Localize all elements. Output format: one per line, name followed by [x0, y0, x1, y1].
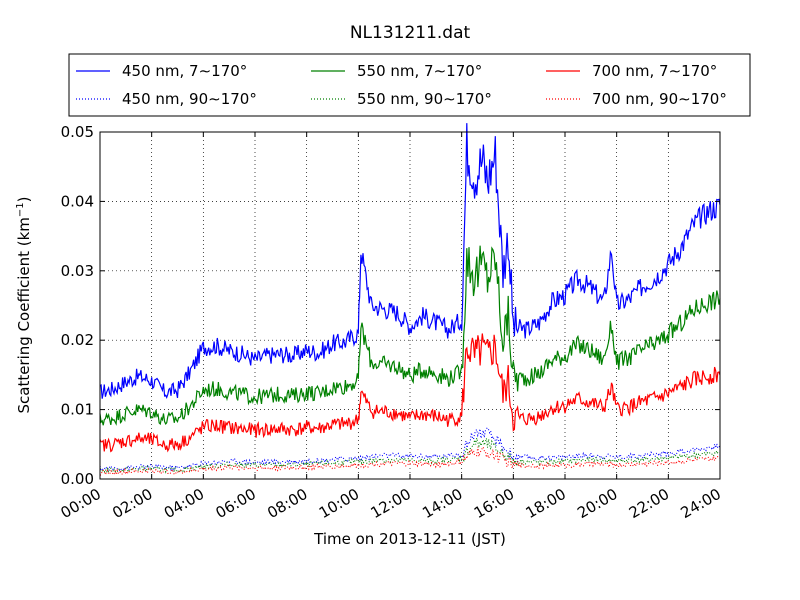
series-line-5: [99, 445, 721, 477]
x-tick-label-0: 00:00: [58, 485, 104, 522]
series-line-1: [99, 245, 721, 426]
legend-label-3: 450 nm, 90∼170°: [122, 90, 257, 108]
x-tick-label-11: 22:00: [626, 485, 672, 522]
x-tick-label-9: 18:00: [523, 485, 569, 522]
x-tick-label-12: 24:00: [678, 485, 724, 522]
x-tick-label-1: 02:00: [109, 485, 155, 522]
y-axis-label-sup: −1: [15, 202, 26, 217]
y-tick-label-0: 0.00: [61, 470, 94, 488]
x-tick-label-8: 16:00: [471, 485, 517, 522]
series-line-3: [99, 426, 721, 473]
y-axis-label-end: ): [15, 196, 33, 202]
legend-label-2: 700 nm, 7∼170°: [592, 62, 717, 80]
series-layer: [99, 123, 721, 477]
y-tick-label-5: 0.05: [61, 123, 94, 141]
legend-box: [68, 53, 751, 117]
y-tick-label-1: 0.01: [61, 401, 94, 419]
y-tick-label-2: 0.02: [61, 331, 94, 349]
y-tick-label-4: 0.04: [61, 192, 94, 210]
legend-label-0: 450 nm, 7∼170°: [122, 62, 247, 80]
series-line-0: [99, 123, 721, 400]
legend-label-4: 550 nm, 90∼170°: [357, 90, 492, 108]
legend-label-1: 550 nm, 7∼170°: [357, 62, 482, 80]
y-axis-label-main: Scattering Coefficient (km: [15, 217, 33, 413]
legend-label-5: 700 nm, 90∼170°: [592, 90, 727, 108]
series-line-2: [99, 333, 721, 453]
x-tick-label-5: 10:00: [316, 485, 362, 522]
y-axis: 0.00 0.01 0.02 0.03 0.04 0.05: [61, 123, 720, 488]
x-axis: 00:00 02:00 04:00 06:00 08:00 10:00 12:00 14:00…: [58, 132, 724, 522]
y-tick-label-3: 0.03: [61, 262, 94, 280]
y-axis-label: Scattering Coefficient (km−1): [15, 196, 33, 413]
chart-title: NL131211.dat: [350, 23, 471, 43]
x-tick-label-3: 06:00: [213, 485, 259, 522]
x-tick-label-6: 12:00: [368, 485, 414, 522]
series-line-4: [99, 437, 721, 475]
x-tick-label-7: 14:00: [419, 485, 465, 522]
x-tick-label-2: 04:00: [161, 485, 207, 522]
legend: 450 nm, 7∼170° 550 nm, 7∼170° 700 nm, 7∼17…: [68, 53, 751, 117]
x-tick-label-4: 08:00: [264, 485, 310, 522]
x-tick-label-10: 20:00: [574, 485, 620, 522]
grid: [100, 132, 720, 479]
x-axis-label: Time on 2013-12-11 (JST): [313, 530, 506, 548]
